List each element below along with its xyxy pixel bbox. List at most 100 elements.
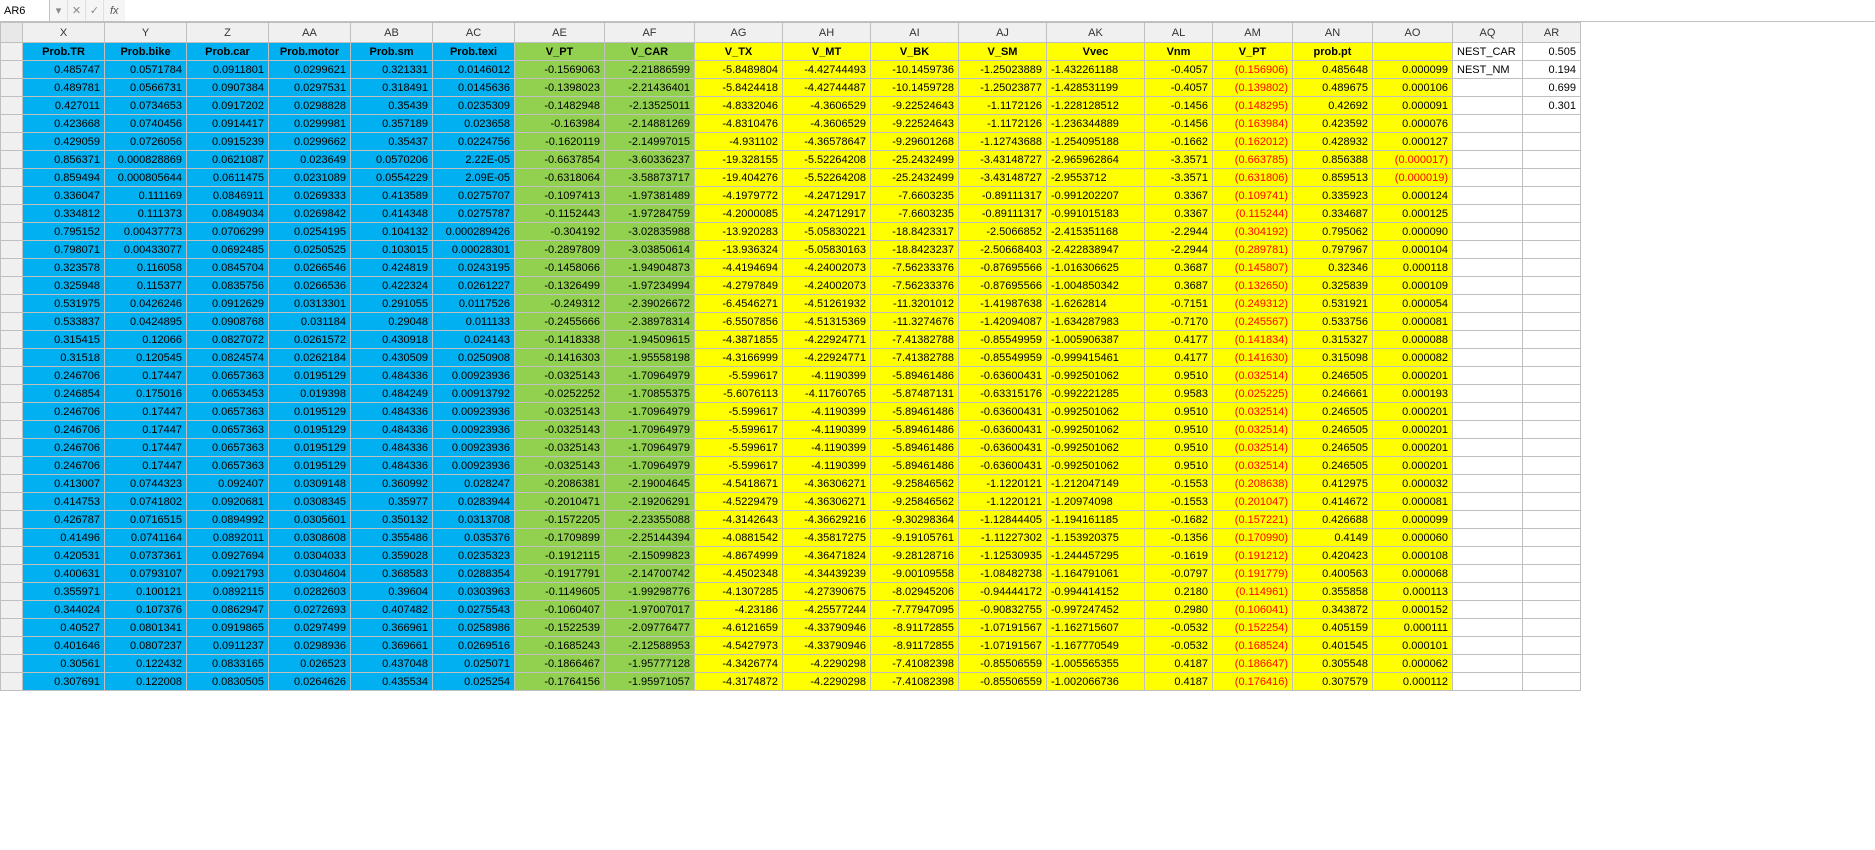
cell[interactable]: 0.0740456 <box>105 115 187 133</box>
cell[interactable]: -1.97381489 <box>605 187 695 205</box>
cell[interactable]: -0.0325143 <box>515 367 605 385</box>
row-header[interactable] <box>1 601 23 619</box>
cell[interactable]: 0.000101 <box>1373 637 1453 655</box>
cell[interactable]: 0.246505 <box>1293 403 1373 421</box>
cell[interactable]: -2.19004645 <box>605 475 695 493</box>
cell[interactable]: -0.1917791 <box>515 565 605 583</box>
cell[interactable]: -0.1682 <box>1145 511 1213 529</box>
cell[interactable]: 0.000111 <box>1373 619 1453 637</box>
cell[interactable]: 0.323578 <box>23 259 105 277</box>
cell[interactable]: -2.14997015 <box>605 133 695 151</box>
row-header[interactable] <box>1 421 23 439</box>
cell[interactable]: 0.0261572 <box>269 331 351 349</box>
cell[interactable]: 0.4187 <box>1145 673 1213 691</box>
cell[interactable]: 0.246706 <box>23 421 105 439</box>
cell[interactable]: 0.17447 <box>105 403 187 421</box>
cell[interactable] <box>1523 403 1581 421</box>
cell[interactable]: 0.0892115 <box>187 583 269 601</box>
cell[interactable]: 0.424819 <box>351 259 433 277</box>
cell[interactable]: 0.246505 <box>1293 457 1373 475</box>
cell[interactable] <box>1523 331 1581 349</box>
field-header[interactable]: Vnm <box>1145 43 1213 61</box>
cell[interactable]: -5.599617 <box>695 403 783 421</box>
cell[interactable]: -0.1620119 <box>515 133 605 151</box>
cell[interactable]: 0.0250908 <box>433 349 515 367</box>
row-header[interactable] <box>1 205 23 223</box>
cell[interactable]: -0.994414152 <box>1047 583 1145 601</box>
cell[interactable]: 0.0297499 <box>269 619 351 637</box>
cell[interactable] <box>1453 493 1523 511</box>
cell[interactable]: -7.41082398 <box>871 673 959 691</box>
cell[interactable]: -4.36306271 <box>783 475 871 493</box>
column-header[interactable]: AG <box>695 23 783 43</box>
cell[interactable]: -1.254095188 <box>1047 133 1145 151</box>
cell[interactable]: -0.2455666 <box>515 313 605 331</box>
cell[interactable]: (0.245567) <box>1213 313 1293 331</box>
cell[interactable]: 0.3687 <box>1145 259 1213 277</box>
cell[interactable]: 0.0303963 <box>433 583 515 601</box>
cell[interactable]: -0.1553 <box>1145 493 1213 511</box>
field-header[interactable]: V_PT <box>515 43 605 61</box>
cell[interactable]: 0.0283944 <box>433 493 515 511</box>
cell[interactable]: 0.0117526 <box>433 295 515 313</box>
cell[interactable]: -4.0881542 <box>695 529 783 547</box>
cell[interactable]: -0.0797 <box>1145 565 1213 583</box>
cell[interactable]: 0.9510 <box>1145 457 1213 475</box>
cell[interactable]: -0.1456 <box>1145 115 1213 133</box>
cell[interactable] <box>1453 367 1523 385</box>
row-header[interactable] <box>1 97 23 115</box>
cell[interactable] <box>1453 187 1523 205</box>
cell[interactable]: 0.00028301 <box>433 241 515 259</box>
cell[interactable] <box>1523 151 1581 169</box>
cell[interactable]: 0.0235309 <box>433 97 515 115</box>
cell[interactable] <box>1523 223 1581 241</box>
row-header[interactable] <box>1 637 23 655</box>
cell[interactable]: 0.350132 <box>351 511 433 529</box>
column-header[interactable]: AE <box>515 23 605 43</box>
cell[interactable]: 0.426787 <box>23 511 105 529</box>
row-header[interactable] <box>1 403 23 421</box>
cell[interactable]: -4.42744493 <box>783 61 871 79</box>
cell[interactable]: -4.8332046 <box>695 97 783 115</box>
cell[interactable]: -2.12588953 <box>605 637 695 655</box>
cell[interactable]: -2.23355088 <box>605 511 695 529</box>
cell[interactable]: -7.56233376 <box>871 259 959 277</box>
cell[interactable]: (0.032514) <box>1213 457 1293 475</box>
cell[interactable]: 0.0744323 <box>105 475 187 493</box>
cell[interactable]: 0.246505 <box>1293 367 1373 385</box>
cell[interactable]: 0.325839 <box>1293 277 1373 295</box>
cell[interactable]: -4.24002073 <box>783 277 871 295</box>
cell[interactable]: 0.0235323 <box>433 547 515 565</box>
cell[interactable]: -5.8489804 <box>695 61 783 79</box>
cell[interactable]: -5.89461486 <box>871 367 959 385</box>
cell[interactable]: 0.000124 <box>1373 187 1453 205</box>
cell[interactable]: -4.33790946 <box>783 619 871 637</box>
cell[interactable]: 0.0313708 <box>433 511 515 529</box>
cell[interactable]: -1.07191567 <box>959 637 1047 655</box>
cell[interactable]: 0.0921793 <box>187 565 269 583</box>
cell[interactable]: -1.95777128 <box>605 655 695 673</box>
cell[interactable] <box>1453 439 1523 457</box>
cell[interactable]: -1.194161185 <box>1047 511 1145 529</box>
cell[interactable]: 0.42692 <box>1293 97 1373 115</box>
cell[interactable]: -1.41987638 <box>959 295 1047 313</box>
cell[interactable]: 0.29048 <box>351 313 433 331</box>
cell[interactable]: 0.000201 <box>1373 457 1453 475</box>
cell[interactable]: -5.599617 <box>695 421 783 439</box>
cell[interactable]: -0.999415461 <box>1047 349 1145 367</box>
row-header[interactable] <box>1 529 23 547</box>
cell[interactable]: -1.97284759 <box>605 205 695 223</box>
cell[interactable]: -0.85506559 <box>959 673 1047 691</box>
cell[interactable]: 0.000032 <box>1373 475 1453 493</box>
cell[interactable] <box>1453 259 1523 277</box>
cell[interactable]: (0.631806) <box>1213 169 1293 187</box>
cell[interactable]: -0.304192 <box>515 223 605 241</box>
cell[interactable] <box>1453 457 1523 475</box>
row-header[interactable] <box>1 43 23 61</box>
cell[interactable]: 0.0266546 <box>269 259 351 277</box>
cell[interactable]: 0.484336 <box>351 439 433 457</box>
cell[interactable]: 0.0611475 <box>187 169 269 187</box>
cell[interactable]: 0.00923936 <box>433 457 515 475</box>
cell[interactable]: -0.0532 <box>1145 637 1213 655</box>
cell[interactable]: 0.315327 <box>1293 331 1373 349</box>
